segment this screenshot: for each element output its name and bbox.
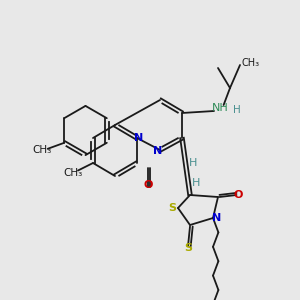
Text: CH₃: CH₃ <box>242 58 260 68</box>
Text: H: H <box>189 158 197 168</box>
Text: CH₃: CH₃ <box>32 145 51 155</box>
Text: N: N <box>153 146 162 157</box>
Text: H: H <box>233 105 241 115</box>
Text: H: H <box>192 178 200 188</box>
Text: N: N <box>212 213 221 223</box>
Text: S: S <box>169 203 177 213</box>
Text: NH: NH <box>212 103 228 113</box>
Text: N: N <box>134 133 143 143</box>
Text: O: O <box>233 190 243 200</box>
Text: CH₃: CH₃ <box>63 168 82 178</box>
Text: O: O <box>143 180 153 190</box>
Text: S: S <box>184 243 192 253</box>
